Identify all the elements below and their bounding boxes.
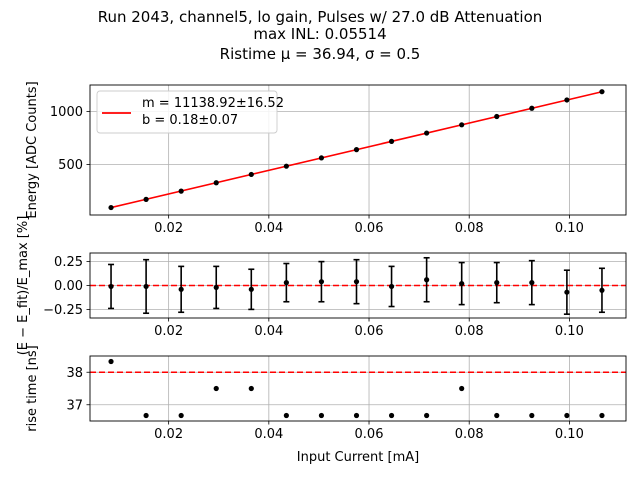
- risetime-xtick-label-1: 0.04: [254, 427, 283, 442]
- legend-entry-1: b = 0.18±0.07: [142, 113, 238, 128]
- risetime-point-2: [178, 412, 184, 419]
- risetime-panel: 0.02 0.04 0.06 0.08 0.10 37 38 rise time [ns] In…: [25, 345, 627, 465]
- risetime-point-3: [213, 385, 219, 392]
- residual-ylabel: (E − E_fit)/E_max [%]: [16, 216, 31, 356]
- risetime-point-0: [108, 358, 114, 365]
- residual-xtick-label-4: 0.10: [555, 324, 584, 339]
- residual-panel: 0.02 0.04 0.06 0.08 0.10 −0.25 0.00 0.25 (E − E_…: [16, 216, 627, 356]
- risetime-xtick-label-0: 0.02: [154, 427, 183, 442]
- energy-xtick-label-4: 0.10: [555, 221, 584, 236]
- energy-point-2: [178, 188, 184, 194]
- risetime-point-7: [353, 412, 360, 419]
- energy-point-6: [318, 155, 325, 161]
- energy-ylabel: Energy [ADC Counts]: [25, 81, 40, 218]
- residual-point-2: [178, 286, 184, 292]
- energy-point-13: [564, 97, 570, 103]
- energy-point-11: [494, 113, 500, 120]
- residual-point-3: [213, 284, 219, 291]
- risetime-point-14: [599, 412, 605, 419]
- energy-xtick-label-1: 0.04: [254, 221, 283, 236]
- energy-xtick-label-3: 0.08: [455, 221, 484, 236]
- risetime-frame: [89, 355, 627, 422]
- risetime-point-11: [494, 412, 500, 419]
- title-line-1: Run 2043, channel5, lo gain, Pulses w/ 2…: [98, 8, 543, 26]
- residual-point-11: [494, 280, 500, 286]
- residual-xtick-label-1: 0.04: [254, 324, 283, 339]
- title-line-2: max INL: 0.05514: [253, 25, 386, 43]
- residual-ytick-label-2: 0.25: [54, 255, 83, 270]
- residual-point-6: [318, 279, 325, 285]
- risetime-point-8: [388, 412, 395, 419]
- energy-point-5: [283, 163, 289, 169]
- risetime-point-5: [283, 412, 289, 419]
- residual-point-7: [353, 279, 360, 285]
- energy-point-10: [459, 122, 465, 128]
- energy-point-1: [143, 196, 149, 202]
- energy-panel: 0.02 0.04 0.06 0.08 0.10 500 1000 Energy [ADC C…: [25, 81, 627, 236]
- risetime-point-9: [424, 412, 430, 419]
- residual-ytick-label-1: 0.00: [54, 279, 83, 294]
- risetime-point-12: [529, 412, 535, 419]
- energy-point-12: [529, 105, 535, 111]
- energy-point-8: [388, 138, 395, 144]
- risetime-xtick-label-3: 0.08: [455, 427, 484, 442]
- energy-point-9: [424, 130, 430, 136]
- energy-point-3: [213, 180, 219, 186]
- energy-xtick-label-0: 0.02: [154, 221, 183, 236]
- legend-entry-0: m = 11138.92±16.52: [142, 96, 284, 111]
- residual-point-9: [424, 277, 430, 283]
- legend-box: [96, 90, 278, 134]
- risetime-ytick-label-0: 37: [66, 398, 83, 413]
- residual-point-8: [388, 283, 395, 290]
- title-line-3: Ristime μ = 36.94, σ = 0.5: [220, 45, 421, 63]
- energy-point-7: [353, 147, 360, 153]
- residual-point-5: [283, 280, 289, 286]
- energy-point-14: [599, 89, 605, 95]
- risetime-point-4: [248, 385, 254, 392]
- risetime-xtick-label-4: 0.10: [555, 427, 584, 442]
- residual-xtick-label-0: 0.02: [154, 324, 183, 339]
- residual-point-10: [459, 280, 465, 287]
- legend: m = 11138.92±16.52 b = 0.18±0.07: [96, 90, 284, 134]
- risetime-point-10: [459, 385, 465, 392]
- energy-ytick-label-0: 500: [58, 158, 83, 173]
- residual-ytick-label-0: −0.25: [43, 303, 83, 318]
- risetime-xlabel: Input Current [mA]: [297, 450, 419, 465]
- energy-ytick-label-1: 1000: [50, 105, 83, 120]
- residual-frame: [89, 252, 627, 319]
- energy-point-0: [108, 204, 114, 211]
- residual-point-14: [599, 287, 605, 293]
- residual-point-13: [564, 289, 570, 295]
- risetime-point-1: [143, 412, 149, 419]
- risetime-ylabel: rise time [ns]: [25, 345, 40, 432]
- figure-title: Run 2043, channel5, lo gain, Pulses w/ 2…: [98, 8, 543, 63]
- risetime-xtick-label-2: 0.06: [355, 427, 384, 442]
- risetime-point-6: [318, 412, 325, 419]
- risetime-ytick-label-1: 38: [66, 366, 83, 381]
- residual-point-12: [529, 280, 535, 286]
- residual-point-1: [143, 283, 149, 290]
- residual-xtick-label-2: 0.06: [355, 324, 384, 339]
- energy-point-4: [248, 171, 254, 178]
- energy-frame: [89, 84, 627, 216]
- risetime-point-13: [564, 412, 570, 419]
- residual-xtick-label-3: 0.08: [455, 324, 484, 339]
- energy-xtick-label-2: 0.06: [355, 221, 384, 236]
- residual-point-0: [108, 283, 114, 290]
- residual-point-4: [248, 286, 254, 292]
